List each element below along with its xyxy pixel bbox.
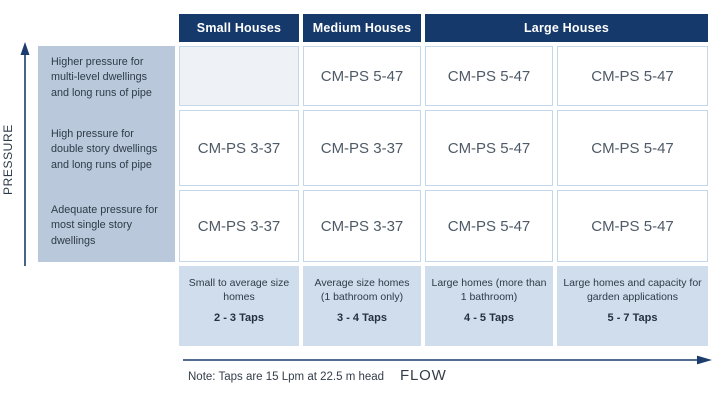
taps-range: 2 - 3 Taps bbox=[214, 312, 264, 325]
note-text: Note: Taps are 15 Lpm at 22.5 m head bbox=[188, 371, 385, 383]
tap-range-cell: Average size homes (1 bathroom only) 3 -… bbox=[303, 266, 421, 346]
model-cell: CM-PS 5-47 bbox=[557, 110, 708, 186]
model-cell: CM-PS 5-47 bbox=[425, 46, 553, 106]
flow-arrow bbox=[183, 355, 712, 365]
model-cell: CM-PS 5-47 bbox=[425, 110, 553, 186]
taps-range: 3 - 4 Taps bbox=[337, 312, 387, 325]
model-cell: CM-PS 3-37 bbox=[179, 110, 299, 186]
model-cell: CM-PS 3-37 bbox=[179, 190, 299, 262]
home-size-description: Average size homes (1 bathroom only) bbox=[314, 277, 410, 304]
home-size-description: Large homes (more than 1 bathroom) bbox=[431, 277, 547, 304]
tap-range-cell: Large homes (more than 1 bathroom) 4 - 5… bbox=[425, 266, 553, 346]
pressure-row-description: Adequate pressure for most single story … bbox=[51, 204, 158, 247]
column-header-small-houses: Small Houses bbox=[179, 14, 299, 42]
model-cell: CM-PS 3-37 bbox=[303, 190, 421, 262]
tap-range-cell: Small to average size homes 2 - 3 Taps bbox=[179, 266, 299, 346]
model-cell: CM-PS 5-47 bbox=[303, 46, 421, 106]
model-cell: CM-PS 5-47 bbox=[425, 190, 553, 262]
pressure-axis-label: PRESSURE bbox=[1, 124, 15, 196]
model-cell: CM-PS 3-37 bbox=[303, 110, 421, 186]
column-header-large-houses: Large Houses bbox=[425, 14, 708, 42]
pressure-row-description: Higher pressure for multi-level dwelling… bbox=[51, 56, 152, 99]
model-cell: CM-PS 5-47 bbox=[557, 190, 708, 262]
pressure-descriptions-column: Higher pressure for multi-level dwelling… bbox=[38, 46, 175, 262]
model-cell: CM-PS 5-47 bbox=[557, 46, 708, 106]
home-size-description: Small to average size homes bbox=[188, 277, 290, 304]
pressure-arrow bbox=[20, 42, 30, 266]
selection-table: Small Houses Medium Houses Large Houses … bbox=[38, 14, 708, 346]
pressure-row-description: High pressure for double story dwellings… bbox=[51, 128, 158, 171]
column-header-medium-houses: Medium Houses bbox=[303, 14, 421, 42]
home-size-description: Large homes and capacity for garden appl… bbox=[563, 277, 702, 304]
taps-range: 4 - 5 Taps bbox=[464, 312, 514, 325]
taps-range: 5 - 7 Taps bbox=[607, 312, 658, 325]
tap-range-cell: Large homes and capacity for garden appl… bbox=[557, 266, 708, 346]
model-cell bbox=[179, 46, 299, 106]
flow-axis-label: FLOW bbox=[400, 367, 447, 384]
